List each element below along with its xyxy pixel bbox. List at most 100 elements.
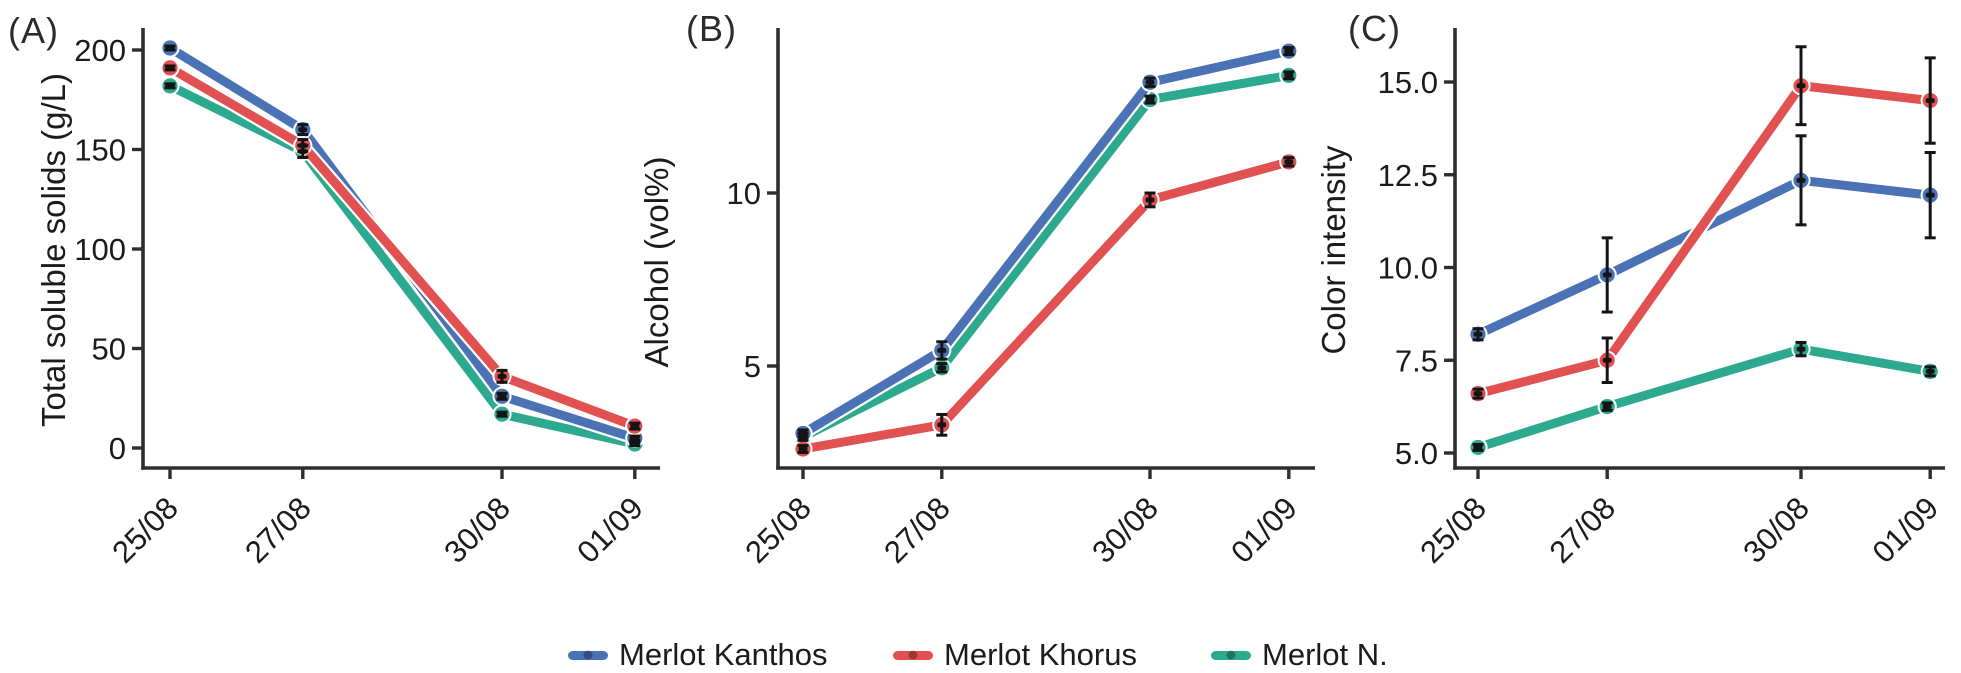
x-tick-label: 25/08: [738, 490, 818, 570]
series-line: [798, 70, 1294, 442]
series-merlot-khorus: [793, 152, 1299, 459]
mean-marker: [1145, 197, 1155, 203]
mean-marker: [1796, 177, 1806, 183]
series-line-halo: [1471, 173, 1937, 342]
mean-marker: [1796, 83, 1806, 89]
panel-c-y-axis-title: Color intensity: [1315, 145, 1352, 355]
legend-point-marker: [583, 650, 593, 660]
mean-marker: [1473, 331, 1483, 337]
y-tick-label: 0: [109, 431, 126, 466]
series-merlot-n-: [160, 76, 645, 454]
error-bars-merlot-khorus: [1472, 45, 1936, 400]
mean-marker: [1284, 72, 1294, 78]
legend-item-merlot-n-: Merlot N.: [1211, 634, 1388, 673]
mean-marker: [630, 441, 640, 447]
y-tick-label: 12.5: [1378, 158, 1438, 193]
mean-marker: [1925, 98, 1935, 103]
mean-marker: [497, 411, 507, 417]
panel-c-plot: 15.0 12.5 10.0 7.5 5.0 25/08 27/08 30/08 01/09: [1378, 28, 1945, 570]
y-tick-label: 15.0: [1378, 65, 1438, 100]
x-tick-label: 25/08: [105, 490, 185, 570]
mean-marker: [937, 348, 947, 353]
error-bars-merlot-khorus: [164, 64, 641, 431]
mean-marker: [497, 373, 507, 379]
mean-marker: [937, 365, 947, 371]
legend-point-marker: [908, 650, 918, 660]
x-tick-label: 27/08: [877, 490, 957, 570]
error-bars-merlot-kanthos: [1472, 134, 1936, 342]
panel-a-label: (A): [8, 10, 59, 51]
series-merlot-n-: [1468, 339, 1940, 458]
series-line: [1473, 344, 1935, 452]
mean-marker: [630, 423, 640, 429]
series-line: [1473, 175, 1935, 339]
mean-marker: [1473, 445, 1483, 450]
x-tick-label: 30/08: [437, 490, 517, 570]
chart-legend: Merlot Kanthos Merlot Khorus Merlot N.: [0, 634, 1961, 673]
mean-marker: [630, 435, 640, 441]
mean-marker: [1925, 192, 1935, 198]
panel-a-plot: 200 150 100 50 0 25/08 27/08 30/08 01/09: [74, 28, 660, 570]
y-tick-label: 100: [74, 232, 126, 267]
mean-marker: [165, 83, 175, 89]
panel-c-label: (C): [1348, 8, 1401, 49]
legend-line-marker: [893, 650, 933, 660]
series-line-halo: [1471, 78, 1937, 401]
y-tick-label: 200: [74, 33, 126, 68]
legend-point-marker: [1226, 650, 1236, 660]
error-bars-merlot-n-: [1472, 340, 1936, 452]
x-tick-label: 27/08: [1543, 490, 1623, 570]
legend-item-merlot-kanthos: Merlot Kanthos: [568, 634, 828, 673]
x-tick-label: 01/09: [1866, 490, 1946, 570]
y-tick-label: 10.0: [1378, 251, 1438, 286]
y-tick-label: 5.0: [1395, 436, 1438, 471]
x-tick-label: 30/08: [1736, 490, 1816, 570]
mean-marker: [1145, 97, 1155, 102]
y-tick-label: 7.5: [1395, 343, 1438, 378]
mean-marker: [1796, 346, 1806, 352]
legend-line-marker: [568, 650, 608, 660]
series-line: [1473, 81, 1935, 399]
legend-line-marker: [1211, 650, 1251, 660]
series-line: [798, 157, 1294, 454]
legend-label: Merlot N.: [1262, 637, 1388, 672]
mean-marker: [1925, 368, 1935, 374]
mean-marker: [298, 143, 308, 148]
y-tick-label: 5: [744, 349, 761, 384]
mean-marker: [798, 431, 808, 436]
panel-a-y-axis-title: Total soluble solids (g/L): [35, 72, 72, 428]
y-tick-label: 150: [74, 133, 126, 168]
error-bars-merlot-kanthos: [164, 44, 641, 442]
error-bars-merlot-n-: [164, 82, 641, 448]
mean-marker: [1473, 391, 1483, 397]
panel-b-plot: 10 5 25/08 27/08 30/08 01/09: [727, 28, 1315, 570]
series-merlot-kanthos: [1468, 170, 1940, 344]
y-tick-label: 10: [727, 176, 761, 211]
x-tick-label: 30/08: [1085, 490, 1165, 570]
series-line: [165, 63, 640, 431]
mean-marker: [298, 127, 308, 132]
panel-b-y-axis-title: Alcohol (vol%): [638, 156, 675, 368]
x-tick-label: 25/08: [1413, 490, 1493, 570]
mean-marker: [1145, 79, 1155, 85]
mean-marker: [1602, 272, 1612, 278]
legend-item-merlot-khorus: Merlot Khorus: [893, 634, 1137, 673]
x-tick-label: 27/08: [238, 490, 318, 570]
y-tick-label: 50: [92, 332, 126, 367]
mean-marker: [165, 45, 175, 51]
mean-marker: [1602, 357, 1612, 363]
panel-b-label: (B): [686, 8, 737, 49]
mean-marker: [497, 393, 507, 399]
series-line: [165, 81, 640, 449]
mean-marker: [798, 446, 808, 452]
mean-marker: [1284, 48, 1294, 54]
error-bars-merlot-khorus: [797, 156, 1295, 454]
error-bars-merlot-kanthos: [797, 46, 1295, 439]
legend-label: Merlot Khorus: [944, 637, 1137, 672]
x-tick-label: 01/09: [1224, 490, 1304, 570]
series-line: [798, 46, 1294, 438]
mean-marker: [165, 65, 175, 71]
x-tick-label: 01/09: [570, 490, 650, 570]
